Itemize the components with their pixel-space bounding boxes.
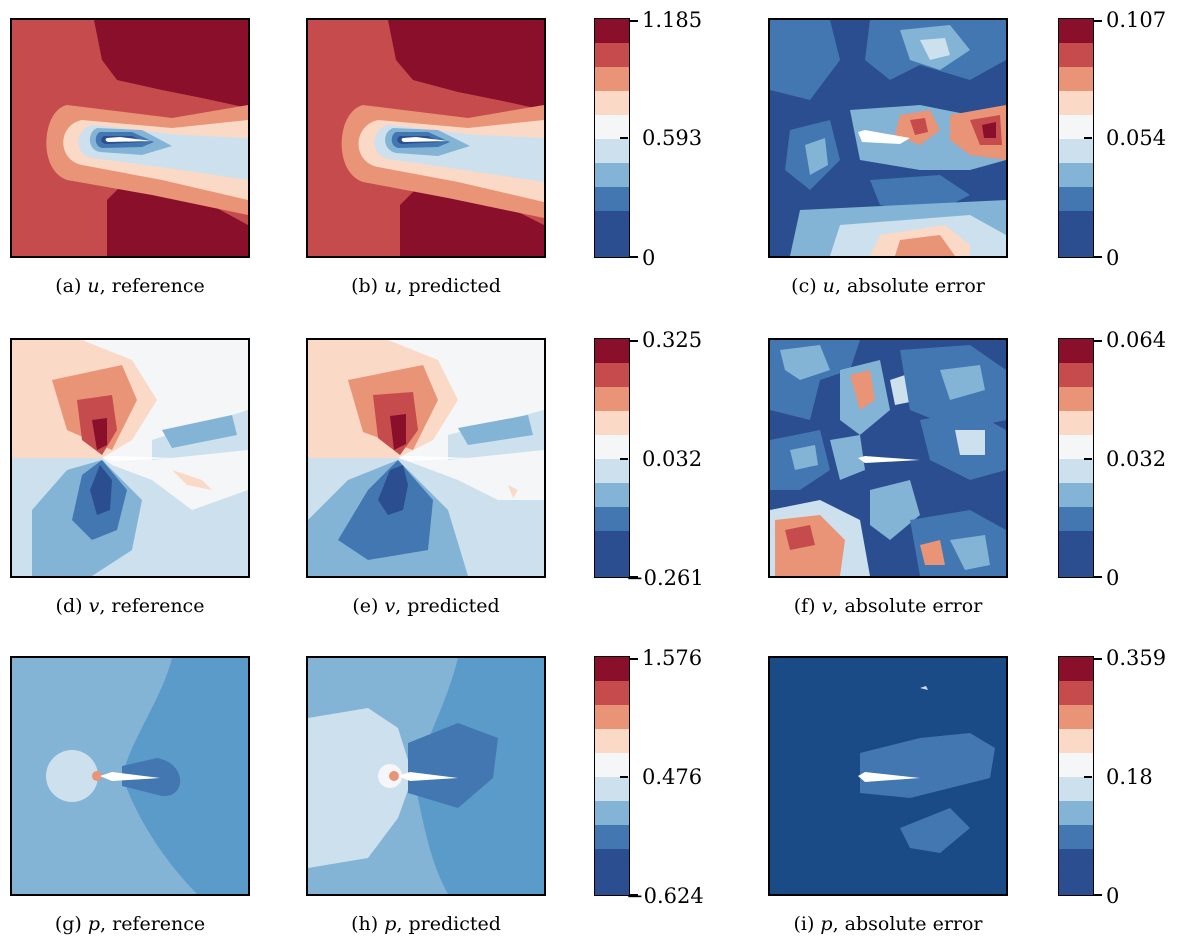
caption-b: (b) u, predicted: [351, 275, 501, 297]
v-error-max-label: 0.064: [1106, 328, 1167, 352]
caption-f: (f) v, absolute error: [793, 595, 983, 617]
v-error-plot: [768, 338, 1008, 578]
caption-i: (i) p, absolute error: [793, 913, 983, 935]
v-field-max-label: 0.325: [642, 328, 703, 352]
p-predicted-plot: [306, 656, 546, 896]
u-field-mid-label: 0.593: [642, 126, 703, 150]
u-reference-plot: [10, 18, 250, 258]
v-field-mid-label: 0.032: [642, 447, 703, 471]
p-field-max-label: 1.576: [642, 646, 703, 670]
p-field-mid-label: 0.476: [642, 765, 703, 789]
p-field-colorbar: [594, 656, 630, 896]
v-error-min-label: 0: [1106, 566, 1120, 590]
u-field-min-label: 0: [642, 246, 656, 270]
p-error-plot: [768, 656, 1008, 896]
caption-g: (g) p, reference: [54, 913, 206, 935]
u-field-max-label: 1.185: [642, 8, 703, 32]
v-reference-plot: [10, 338, 250, 578]
caption-a: (a) u, reference: [55, 275, 205, 297]
u-error-mid-label: 0.054: [1106, 126, 1167, 150]
v-field-min-label: −0.261: [626, 566, 704, 590]
v-field-colorbar: [594, 338, 630, 578]
p-reference-plot: [10, 656, 250, 896]
v-error-colorbar: [1058, 338, 1094, 578]
p-error-max-label: 0.359: [1106, 646, 1167, 670]
v-error-mid-label: 0.032: [1106, 447, 1167, 471]
u-error-max-label: 0.107: [1106, 8, 1167, 32]
p-error-mid-label: 0.18: [1106, 765, 1153, 789]
caption-h: (h) p, predicted: [351, 913, 501, 935]
p-error-min-label: 0: [1106, 884, 1120, 908]
caption-e: (e) v, predicted: [352, 595, 500, 617]
p-error-colorbar: [1058, 656, 1094, 896]
u-error-plot: [768, 18, 1008, 258]
u-error-colorbar: [1058, 18, 1094, 258]
u-error-min-label: 0: [1106, 246, 1120, 270]
p-field-min-label: −0.624: [626, 884, 704, 908]
u-field-colorbar: [594, 18, 630, 258]
caption-d: (d) v, reference: [55, 595, 205, 617]
caption-c: (c) u, absolute error: [791, 275, 985, 297]
v-predicted-plot: [306, 338, 546, 578]
u-predicted-plot: [306, 18, 546, 258]
